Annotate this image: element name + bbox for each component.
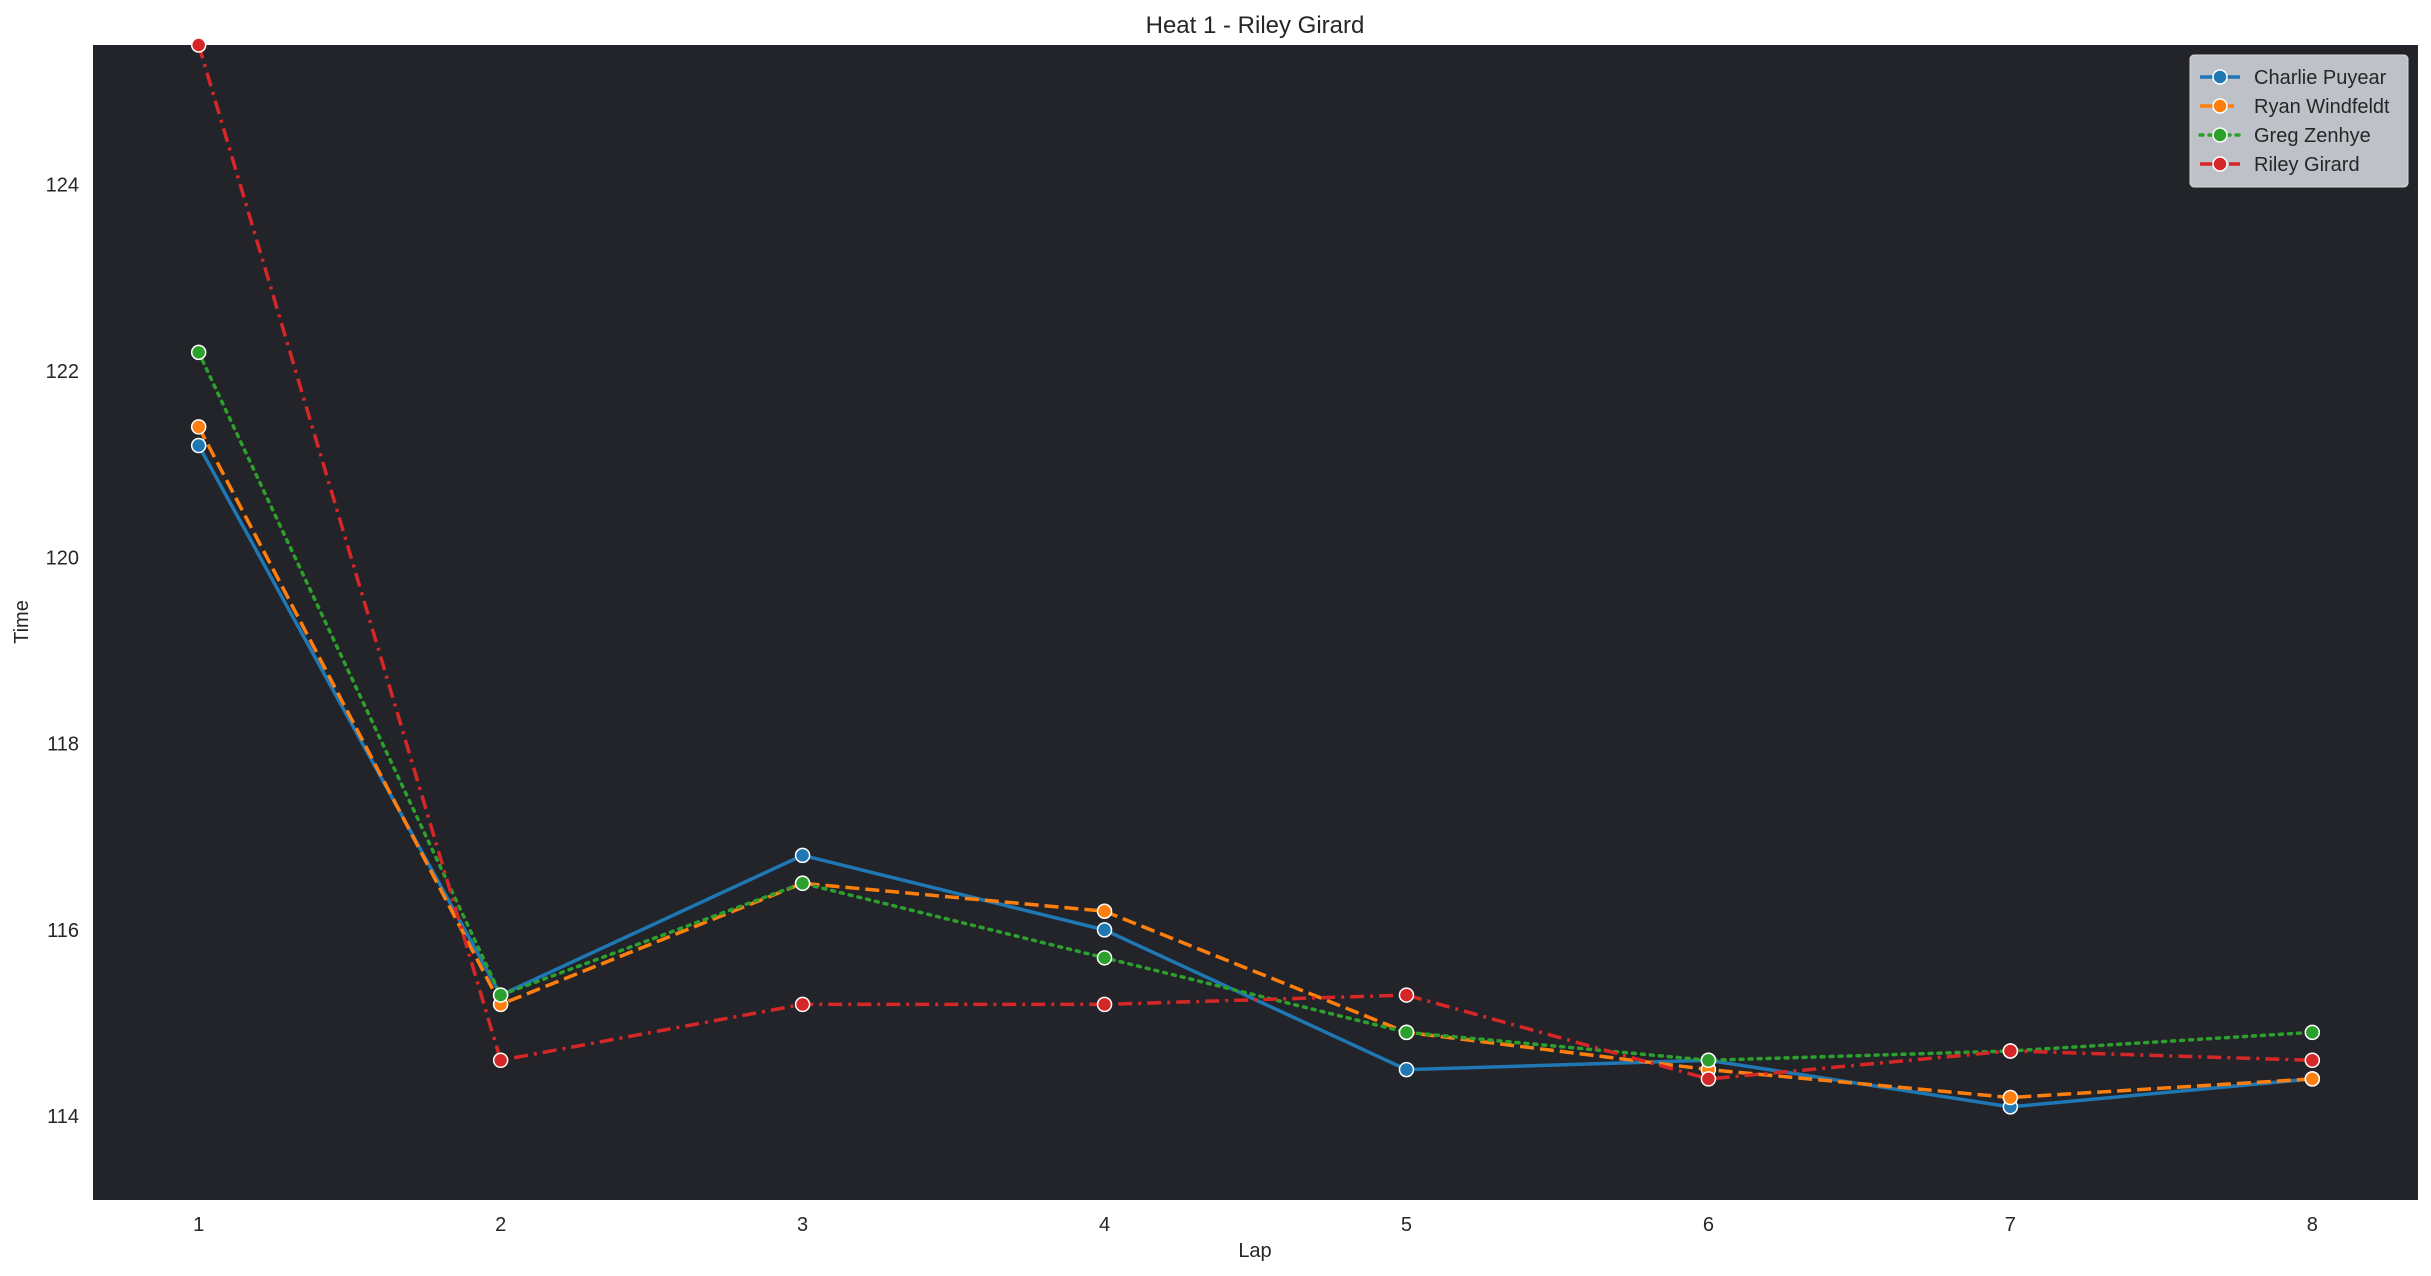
data-point-ryan-windfeldt-lap-8	[2304, 1071, 2321, 1087]
series-line-ryan-windfeldt	[197, 426, 2313, 1100]
legend-marker-riley-girard	[2212, 156, 2228, 172]
x-tick-label: 6	[1703, 1214, 1714, 1236]
data-point-riley-girard-lap-5	[1398, 987, 1415, 1003]
data-point-charlie-puyear-lap-4	[1096, 922, 1113, 938]
data-point-greg-zenhye-lap-2	[492, 987, 509, 1003]
series-lines	[196, 45, 2315, 1109]
legend-box	[2189, 54, 2409, 188]
x-axis-title: Lap	[1238, 1240, 1271, 1262]
data-point-riley-girard-lap-3	[794, 996, 811, 1013]
data-point-riley-girard-lap-7	[2002, 1043, 2019, 1059]
data-point-ryan-windfeldt-lap-1	[190, 419, 207, 435]
chart-title: Heat 1 - Riley Girard	[1146, 12, 1365, 39]
data-point-charlie-puyear-lap-5	[1398, 1061, 1415, 1078]
x-tick-label: 3	[797, 1214, 808, 1236]
data-point-riley-girard-lap-8	[2304, 1052, 2321, 1069]
data-point-ryan-windfeldt-lap-4	[1096, 903, 1113, 919]
data-point-ryan-windfeldt-lap-7	[2002, 1089, 2019, 1106]
plot-area	[93, 45, 2418, 1200]
data-point-greg-zenhye-lap-3	[794, 875, 811, 892]
legend-marker-ryan-windfeldt	[2212, 98, 2228, 114]
data-point-greg-zenhye-lap-1	[190, 344, 207, 361]
data-point-greg-zenhye-lap-6	[1700, 1052, 1717, 1069]
data-point-greg-zenhye-lap-4	[1096, 950, 1113, 966]
x-tick-label: 5	[1401, 1214, 1412, 1236]
x-tick-label: 4	[1099, 1214, 1110, 1236]
y-axis-ticks: 114 116 118 120 122 124	[46, 175, 79, 1128]
data-point-riley-girard-lap-4	[1096, 996, 1113, 1013]
legend-marker-greg-zenhye	[2212, 127, 2228, 143]
y-axis-title: Time	[11, 600, 33, 644]
data-point-charlie-puyear-lap-1	[190, 437, 207, 454]
data-point-riley-girard-lap-1	[190, 37, 207, 53]
x-axis-ticks: 1 2 3 4 5 6 7 8	[193, 1214, 2318, 1236]
legend-label-riley-girard: Riley Girard	[2254, 154, 2360, 176]
data-point-riley-girard-lap-2	[492, 1052, 509, 1069]
series-line-riley-girard	[197, 45, 2313, 1081]
legend-label-greg-zenhye: Greg Zenhye	[2254, 125, 2371, 147]
legend-label-charlie-puyear: Charlie Puyear	[2254, 67, 2387, 89]
x-tick-label: 1	[193, 1214, 204, 1236]
x-tick-label: 8	[2307, 1214, 2318, 1236]
series-line-greg-zenhye	[196, 350, 2315, 1063]
data-point-riley-girard-lap-6	[1700, 1071, 1717, 1087]
x-tick-label: 7	[2005, 1214, 2016, 1236]
y-tick-label: 118	[47, 734, 79, 756]
y-tick-label: 116	[47, 920, 79, 942]
y-tick-label: 122	[46, 361, 79, 383]
legend-marker-charlie-puyear	[2212, 69, 2228, 85]
y-tick-label: 120	[46, 547, 79, 569]
y-tick-label: 114	[47, 1106, 79, 1128]
data-point-greg-zenhye-lap-8	[2304, 1024, 2321, 1041]
legend: Charlie Puyear Ryan Windfeldt Greg Zenhye R…	[2189, 54, 2409, 188]
data-point-greg-zenhye-lap-5	[1398, 1024, 1415, 1041]
legend-label-ryan-windfeldt: Ryan Windfeldt	[2254, 96, 2390, 118]
x-tick-label: 2	[495, 1214, 506, 1236]
y-tick-label: 124	[46, 175, 79, 197]
data-point-charlie-puyear-lap-3	[794, 847, 811, 864]
series-markers	[190, 37, 2321, 1115]
